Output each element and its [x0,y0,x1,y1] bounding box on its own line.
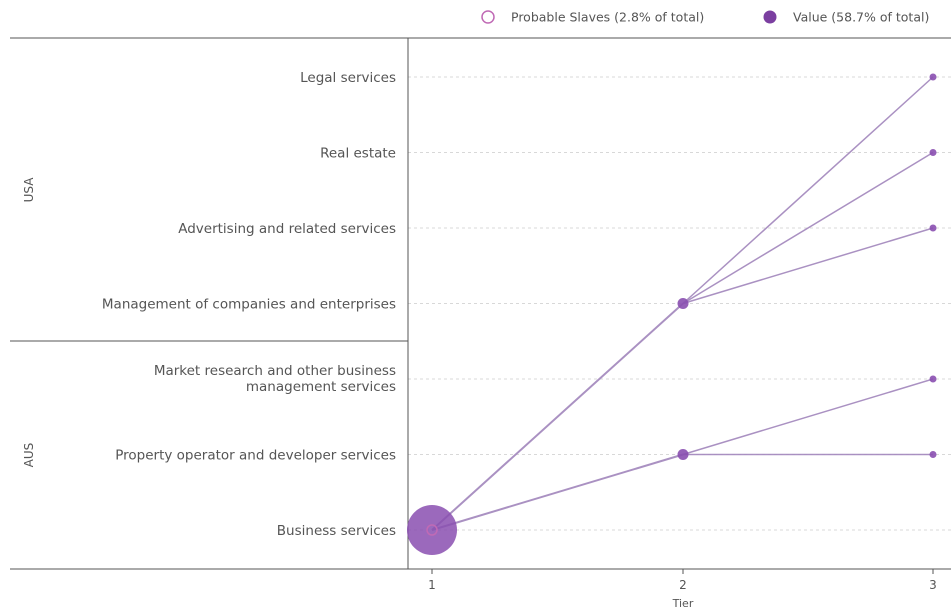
links [431,76,934,531]
group-labels: USA AUS [22,177,36,468]
x-tick-label-2: 2 [679,578,687,592]
legend-marker-value-58-7-of-total [763,10,777,24]
legend-label-probable-slaves-2-8-of-total: Probable Slaves (2.8% of total) [511,10,704,25]
link-mgmt-realestate [682,151,934,305]
category-label-management-of-companies-and-enterprises: Management of companies and enterprises [102,297,396,313]
link-mgmt-legal [682,76,934,305]
node-market [929,375,937,383]
nodes [407,73,937,555]
group-label-usa: USA [22,177,36,203]
group-label-aus: AUS [22,443,36,468]
link-mgmt-advertising [682,227,934,305]
link-business-property2 [431,453,684,531]
x-tick-label-3: 3 [929,578,937,592]
category-label-real-estate: Real estate [320,146,396,162]
node-business-probable-slaves [426,524,438,536]
category-label-market-research-and-other-business-management-services: Market research and other business manage… [154,363,396,395]
legend-label-value-58-7-of-total: Value (58.7% of total) [793,10,929,25]
category-label-advertising-and-related-services: Advertising and related services [178,221,396,237]
chart-frame [10,37,951,570]
link-business-mgmt [431,302,684,531]
node-mgmt [677,298,689,309]
x-axis-title: Tier [672,597,694,610]
category-label-business-services: Business services [277,523,396,539]
x-axis: 1 2 3 Tier [428,569,937,610]
node-business [407,505,457,555]
legend-marker-probable-slaves-2-8-of-total [481,10,495,24]
node-realestate [929,149,937,156]
link-property2-market [682,378,934,456]
category-labels: Legal services Real estate Advertising and… [102,70,396,539]
legend: Probable Slaves (2.8% of total) Value (58… [481,10,929,25]
node-legal [929,73,937,81]
node-property2 [677,449,689,460]
category-label-property-operator-and-developer-services: Property operator and developer services [115,448,396,464]
node-property3 [929,451,937,458]
category-label-legal-services: Legal services [300,70,396,86]
x-tick-label-1: 1 [428,578,436,592]
node-advertising [929,224,937,232]
